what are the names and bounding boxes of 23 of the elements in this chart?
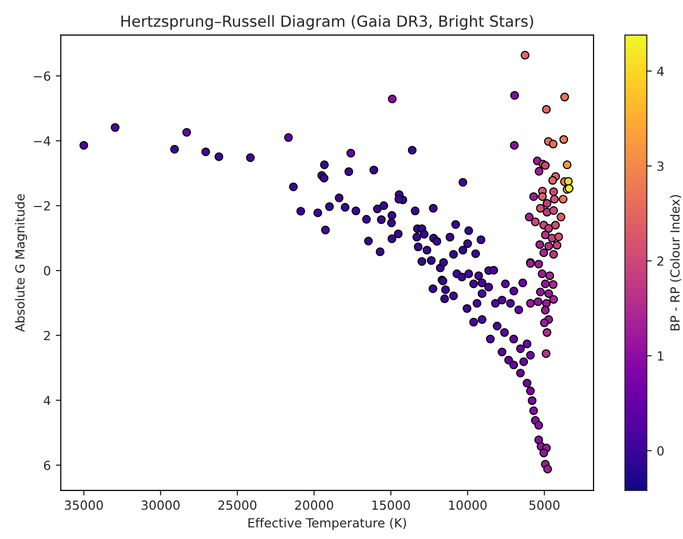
color-bar-label: 0 [657, 446, 664, 456]
x-tick-label: 20000 [295, 500, 334, 510]
color-bar-title: BP - RP (Colour Index) [670, 195, 682, 330]
color-bar-label: 2 [657, 256, 664, 266]
x-tick-label: 5000 [529, 500, 560, 510]
color-bar-label: 1 [658, 351, 664, 360]
x-tick-label: 10000 [449, 500, 487, 510]
y-tick-label: −6 [34, 71, 50, 81]
color-bar-label: 3 [657, 161, 664, 171]
y-tick-label: 0 [44, 266, 50, 276]
y-tick-label: 4 [44, 396, 50, 406]
x-tick-label: 25000 [218, 500, 256, 510]
y-tick-label: 2 [44, 330, 50, 340]
y-tick-label: −2 [34, 201, 50, 210]
y-tick-label: −4 [34, 136, 50, 146]
x-tick-label: 35000 [64, 500, 103, 510]
y-axis-title: Absolute G Magnitude [14, 194, 28, 332]
y-tick-label: 6 [44, 460, 50, 470]
x-tick-label: 30000 [142, 500, 180, 510]
color-bar-label: 4 [657, 66, 664, 76]
chart-title: Hertzsprung–Russell Diagram (Gaia DR3, Bright Stars) [121, 15, 534, 30]
x-axis-title: Effective Temperature (K) [248, 518, 406, 530]
x-tick-label: 15000 [372, 500, 410, 510]
